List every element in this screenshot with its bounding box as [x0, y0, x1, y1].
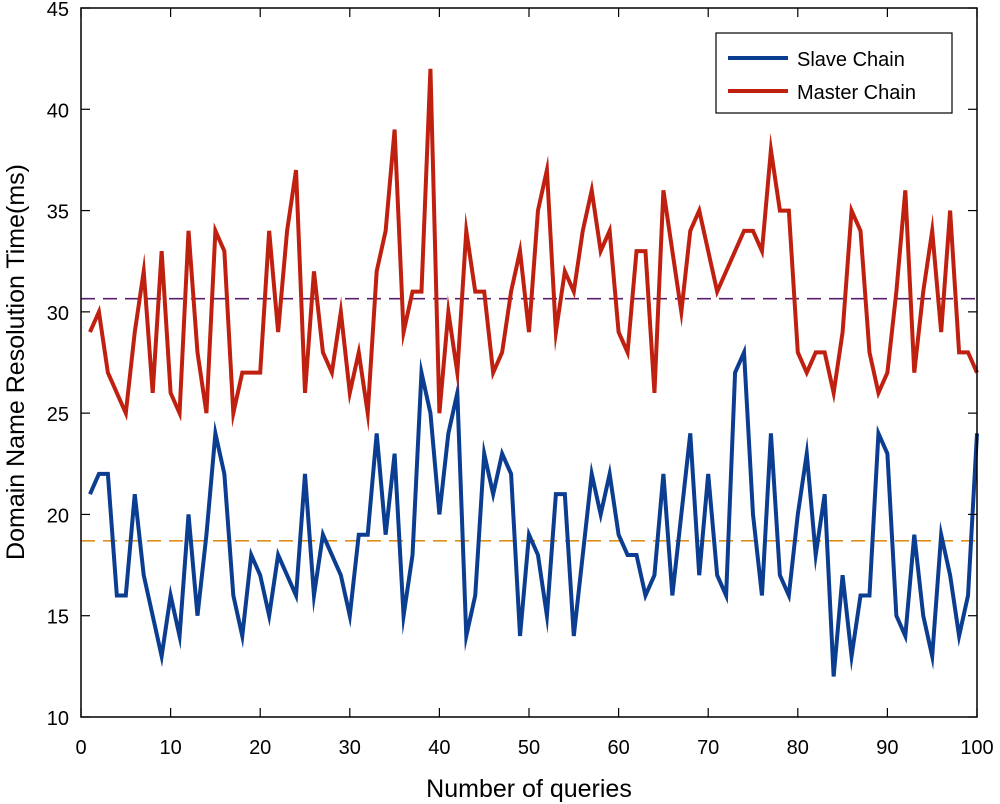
- series-line-slave-chain: [88, 343, 979, 677]
- x-tick-label: 90: [876, 737, 898, 759]
- series-line-master-chain: [88, 68, 979, 433]
- y-axis-ticks: 10 15 20 25 30 35 40 45: [47, 0, 977, 730]
- x-tick-label: 30: [339, 737, 361, 759]
- y-tick-label: 15: [47, 607, 69, 629]
- y-axis-label: Domain Name Resolution Time(ms): [2, 164, 30, 560]
- legend-box: [715, 32, 953, 114]
- y-tick-label: 45: [47, 0, 69, 21]
- x-tick-label: 100: [960, 737, 993, 759]
- x-tick-label: 20: [249, 737, 271, 759]
- y-tick-label: 35: [47, 202, 69, 224]
- x-tick-label: 10: [159, 737, 181, 759]
- x-tick-label: 60: [607, 737, 629, 759]
- x-tick-label: 70: [697, 737, 719, 759]
- x-tick-label: 50: [518, 737, 540, 759]
- legend-label-master-chain: Master Chain: [797, 82, 916, 104]
- y-tick-label: 30: [47, 303, 69, 325]
- y-tick-label: 40: [47, 100, 69, 122]
- y-tick-label: 10: [47, 708, 69, 730]
- x-axis-label: Number of queries: [426, 775, 632, 803]
- y-tick-label: 20: [47, 505, 69, 527]
- y-tick-label: 25: [47, 404, 69, 426]
- legend-label-slave-chain: Slave Chain: [797, 49, 905, 71]
- x-tick-label: 40: [428, 737, 450, 759]
- series-lines: [88, 68, 979, 677]
- legend: Slave Chain Master Chain: [715, 32, 953, 114]
- x-axis-ticks: 0 10 20 30 40 50 60 70 80 90 100: [75, 8, 994, 759]
- x-tick-label: 80: [787, 737, 809, 759]
- x-tick-label: 0: [75, 737, 86, 759]
